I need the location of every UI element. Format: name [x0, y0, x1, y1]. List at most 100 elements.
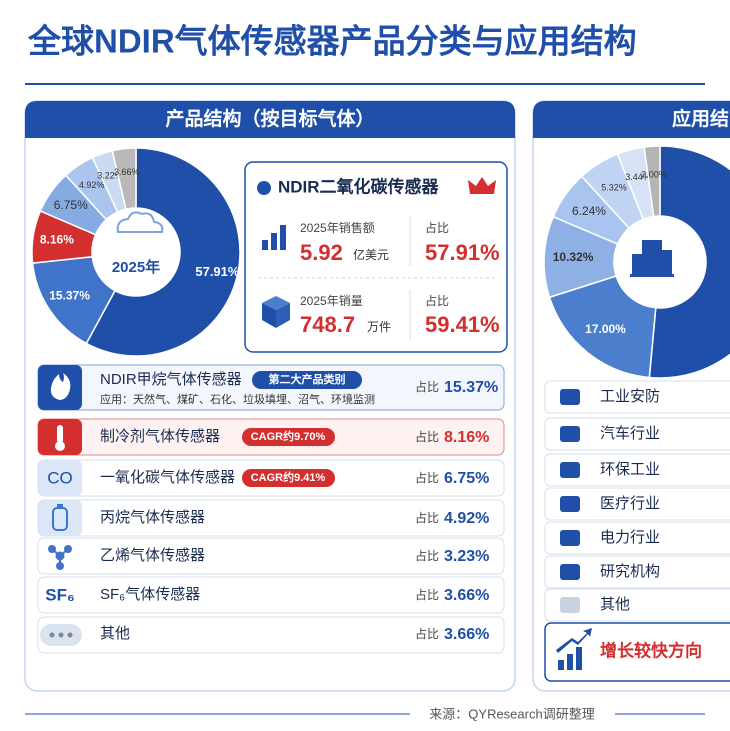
row-icon: [560, 530, 580, 546]
right-panel-header: [533, 101, 730, 138]
stat-unit: 亿美元: [353, 247, 389, 262]
page-title: 全球NDIR气体传感器产品分类与应用结构: [27, 23, 637, 60]
building-icon: [630, 240, 674, 277]
slice-label: 15.37%: [49, 289, 90, 303]
item-share: 8.16%: [444, 429, 489, 446]
slice-label: 57.91%: [195, 264, 240, 279]
slice-label: 3.44%: [625, 172, 651, 182]
share-label: 占比: [415, 510, 439, 525]
icon-box: [38, 460, 82, 496]
flame-icon: [50, 373, 71, 400]
list-row: [544, 555, 730, 589]
item-share: 3.23%: [444, 548, 489, 565]
share-label: 占比: [415, 626, 439, 641]
item-name: NDIR甲烷气体传感器: [100, 371, 242, 388]
share-label: 占比: [415, 379, 439, 394]
item-share: 3.66%: [444, 626, 489, 643]
list-row: [544, 453, 730, 487]
list-row: [544, 588, 730, 622]
share-label: 占比: [415, 429, 439, 444]
stat-label: 2025年销售额: [300, 220, 375, 235]
item-share: 4.92%: [444, 510, 489, 527]
item-name: 研究机构: [600, 563, 660, 580]
item-name: 汽车行业: [600, 425, 660, 442]
icon-text: CO: [47, 468, 73, 487]
list-row: [544, 417, 730, 451]
row-icon: [560, 389, 580, 405]
stat-unit: 万件: [367, 320, 391, 334]
item-name: 环保工业: [600, 461, 660, 478]
icon-box: [38, 500, 82, 536]
list-row: [37, 616, 505, 654]
left-panel-title: 产品结构（按目标气体）: [165, 107, 374, 130]
row-icon: [560, 496, 580, 512]
stat-value: 5.92: [300, 240, 343, 265]
item-name: 电力行业: [600, 529, 660, 546]
donut-center-label: 2025年: [112, 258, 160, 276]
item-name: 制冷剂气体传感器: [100, 428, 220, 445]
share-label: 占比: [415, 548, 439, 563]
item-name: SF₆气体传感器: [100, 586, 200, 603]
item-tag: CAGR约9.41%: [251, 470, 326, 484]
tag-pill: [242, 469, 335, 487]
growth-box: [544, 622, 730, 682]
slice-label: 3.66%: [114, 167, 140, 177]
item-note: 应用：天然气、煤矿、石化、垃圾填埋、沼气、环境监测: [100, 392, 375, 406]
slice-label: 10.32%: [553, 250, 594, 264]
item-share: 3.66%: [444, 587, 489, 604]
left-panel-header: [25, 101, 515, 138]
row-icon: [560, 564, 580, 580]
item-name: 工业安防: [600, 388, 660, 405]
growth-icon: [556, 628, 592, 670]
stat-label: 2025年销量: [300, 294, 363, 308]
row-icon: [560, 462, 580, 478]
slice-label: 3.22%: [97, 171, 123, 181]
left-donut: 57.91% 15.37% 8.16% 6.75% 4.92%3.22%3.66%: [31, 147, 241, 357]
tag-pill: [252, 371, 362, 389]
list-row: [544, 380, 730, 414]
highlight-title: NDIR二氧化碳传感器: [278, 176, 440, 196]
source-note: 来源：QYResearch调研整理: [429, 706, 594, 721]
slice-label: 5.32%: [601, 183, 627, 193]
slice-label: 2.00%: [641, 170, 667, 180]
molecule-icon: [48, 545, 72, 570]
row-icon: [560, 597, 580, 613]
highlight-card: [244, 161, 508, 353]
dots-icon: [49, 632, 73, 638]
item-name: 一氧化碳气体传感器: [100, 469, 235, 486]
item-share: 6.75%: [444, 470, 489, 487]
item-name: 丙烷气体传感器: [100, 509, 205, 526]
slice-label: 17.00%: [585, 322, 626, 336]
crown-icon: [468, 177, 496, 194]
item-name: 医疗行业: [600, 495, 660, 512]
right-donut: 4717.00%10.32%6.24%5.32%3.44%2.00%: [543, 145, 730, 379]
cloud-icon: [116, 211, 164, 233]
slice-label: 6.75%: [54, 198, 88, 212]
share-label: 占比: [415, 470, 439, 485]
tank-icon: [52, 504, 68, 531]
share-label: 占比: [425, 293, 449, 308]
item-tag: 第二大产品类别: [269, 372, 346, 386]
slice-label: 8.16%: [40, 232, 74, 246]
list-row: [37, 576, 505, 614]
share-label: 占比: [425, 220, 449, 235]
share-value: 59.41%: [425, 312, 500, 337]
bullet: [257, 181, 271, 195]
thermometer-icon: [55, 425, 65, 451]
share-value: 57.91%: [425, 240, 500, 265]
slice-label: 4.92%: [79, 180, 105, 190]
list-row: [37, 537, 505, 575]
row-icon: [560, 426, 580, 442]
stat-value: 748.7: [300, 312, 355, 337]
icon-text: SF₆: [45, 585, 74, 604]
item-name: 乙烯气体传感器: [100, 547, 205, 564]
right-panel-title: 应用结: [672, 107, 729, 130]
tag-pill: [242, 428, 335, 446]
growth-label: 增长较快方向: [600, 640, 702, 660]
list-row: [544, 487, 730, 521]
list-row: [544, 521, 730, 555]
box-icon: [262, 296, 290, 328]
bar-icon: [262, 225, 286, 250]
